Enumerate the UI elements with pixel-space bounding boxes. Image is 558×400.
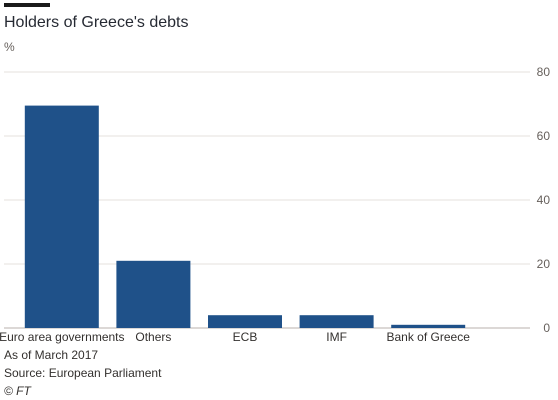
y-tick-label: 0 (543, 321, 550, 335)
ft-top-rule (4, 3, 50, 7)
bar-others (116, 260, 191, 328)
chart-title: Holders of Greece's debts (4, 14, 189, 31)
y-tick-label: 40 (537, 193, 551, 207)
chart-bars (24, 105, 466, 328)
bar-ecb (208, 315, 282, 328)
y-tick-label: 60 (537, 129, 551, 143)
bar-imf (299, 315, 374, 328)
copyright-note: © FT (4, 384, 31, 398)
y-tick-label: 20 (537, 257, 551, 271)
x-tick-label: ECB (233, 330, 258, 344)
x-tick-label: IMF (326, 330, 347, 344)
y-axis-unit-label: % (4, 40, 15, 54)
x-tick-label: Euro area governments (0, 330, 125, 344)
x-axis-tick-labels: Euro area governments Others ECB IMF Bank of… (0, 330, 470, 344)
bar-bank-of-greece (391, 324, 466, 328)
source-note: Source: European Parliament (4, 366, 162, 380)
x-tick-label: Bank of Greece (387, 330, 471, 344)
y-axis-tick-labels: 0 20 40 60 80 (537, 65, 551, 335)
x-tick-label: Others (135, 330, 171, 344)
footnote-date: As of March 2017 (4, 348, 99, 362)
bar-euro-area-governments (24, 105, 99, 328)
y-tick-label: 80 (537, 65, 551, 79)
